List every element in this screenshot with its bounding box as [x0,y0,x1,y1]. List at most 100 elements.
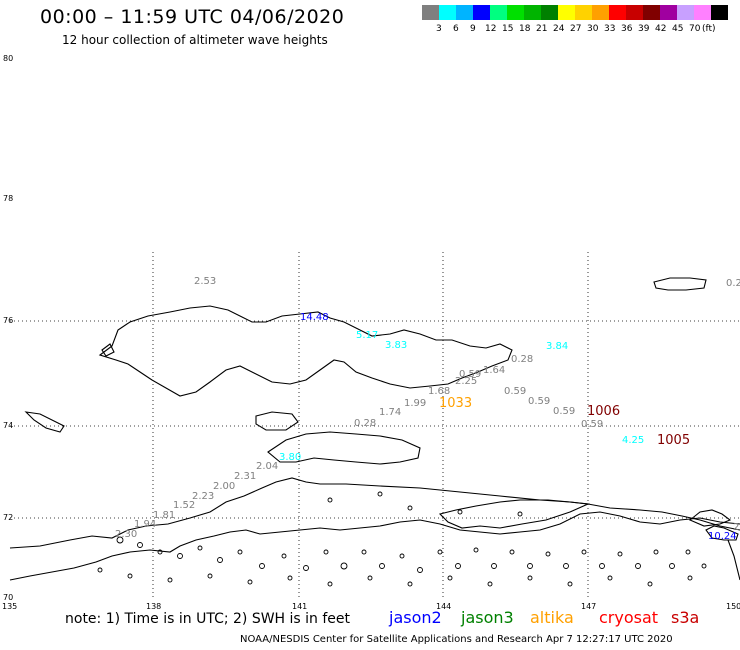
legend-swatch [456,5,473,20]
mainland-coast-east [438,499,591,529]
legend-tick-label: 18 [519,24,531,34]
wave-height-label: 2.53 [194,276,216,287]
wave-height-label: 3.80 [279,452,301,463]
lat-label-80: 80 [3,54,13,63]
legend-swatch [592,5,609,20]
satellite-jason3: jason3 [461,608,514,627]
coastlines [9,277,740,581]
graticule [10,252,740,600]
island-small-1 [101,343,115,357]
legend-tick-label: 33 [604,24,616,34]
wave-heights: 2.53 14.48 5.17 3.83 3.84 0.28 1.64 0.59… [115,276,740,542]
legend-tick-label: 21 [536,24,548,34]
lat-label-76: 76 [3,316,13,325]
legend-swatch [439,5,456,20]
wave-height-label: 2 [733,522,739,533]
credit-line: NOAA/NESDIS Center for Satellite Applica… [240,634,673,645]
legend-swatch [473,5,490,20]
wave-height-label: 0.28 [511,354,533,365]
satellite-jason2: jason2 [389,608,442,627]
pass-time-label: 1005 [657,433,690,448]
legend-swatch [694,5,711,20]
legend-tick-label: 27 [570,24,582,34]
legend-swatch [507,5,524,20]
legend-tick-label: 6 [453,24,459,34]
wave-height-label: 2.30 [115,529,137,540]
wave-height-label: 14.48 [300,312,329,323]
legend-swatch [609,5,626,20]
wave-height-label: 0.59 [581,419,603,430]
tundra-lakes [97,491,707,587]
lat-label-70: 70 [3,593,13,602]
lon-label-150: 150 [726,602,740,611]
legend-swatch [541,5,558,20]
legend-swatch [422,5,439,20]
wave-height-label: 1.74 [379,407,401,418]
lon-label-138: 138 [146,602,161,611]
wave-height-label: 0.28 [354,418,376,429]
legend-tick-label: 42 [655,24,667,34]
wave-height-label: 0.59 [504,386,526,397]
wave-height-label: 2.23 [192,491,214,502]
lon-label-144: 144 [436,602,451,611]
legend-tick-label: 70 [689,24,701,34]
lat-label-78: 78 [3,194,13,203]
legend-swatch [711,5,728,20]
island-stolbovoy [24,411,65,433]
legend-tick-label: 36 [621,24,633,34]
legend-swatch [575,5,592,20]
lon-label-135: 135 [2,602,17,611]
wave-height-label: 1.52 [173,500,195,511]
island-kotelny [98,305,513,397]
lat-label-72: 72 [3,513,13,522]
wave-height-label: 10.24 [708,531,737,542]
legend-swatch [490,5,507,20]
wave-height-label: 1.81 [153,510,175,521]
legend-swatch [626,5,643,20]
mainland-coast-south [9,511,740,581]
peninsula-east [688,509,732,527]
legend-swatch [524,5,541,20]
legend-swatch [660,5,677,20]
legend-tick-label: 30 [587,24,599,34]
island-belkovsky [255,411,299,431]
island-bennett [653,277,707,291]
wave-height-label: 1.68 [428,386,450,397]
wave-height-label: 0.59 [528,396,550,407]
wave-height-label: 1.64 [483,365,505,376]
wave-height-label: 2.00 [213,481,235,492]
wave-height-label: 3.83 [385,340,407,351]
legend-swatch [558,5,575,20]
island-east-small [705,525,739,541]
pass-times: 1033 1006 1005 [439,396,690,448]
pass-time-label: 1033 [439,396,472,411]
legend-tick-label: 45 [672,24,684,34]
island-lyakhovsky [267,431,421,465]
wave-height-label: 1.94 [134,519,156,530]
wave-height-label: 4.25 [622,435,644,446]
mainland-coast [9,477,740,549]
wave-height-label: 2.25 [455,376,477,387]
legend-tick-label: 39 [638,24,650,34]
legend-unit: (ft) [702,24,716,34]
wave-height-label: 0.2 [726,278,740,289]
legend-tick-label: 15 [502,24,514,34]
wave-height-label: 5.17 [356,330,378,341]
coordinate-labels: 80 78 76 74 72 70 135 138 141 144 147 15… [2,54,740,611]
legend-tick-label: 12 [485,24,497,34]
lon-label-147: 147 [581,602,596,611]
indigirka-coast [727,539,740,581]
legend-tick-label: 24 [553,24,565,34]
legend-tick-label: 9 [470,24,476,34]
wave-height-label: 3.84 [546,341,568,352]
footer-note: note: 1) Time is in UTC; 2) SWH is in fe… [65,611,351,627]
wave-height-label: 2.04 [256,461,278,472]
legend-swatch [643,5,660,20]
page-title: 00:00 – 11:59 UTC 04/06/2020 [40,6,345,28]
satellite-s3a: s3a [671,608,700,627]
legend-swatch [677,5,694,20]
wave-height-label: 2.31 [234,471,256,482]
wave-height-label: 1.99 [404,398,426,409]
wave-height-label: 0.59 [553,406,575,417]
